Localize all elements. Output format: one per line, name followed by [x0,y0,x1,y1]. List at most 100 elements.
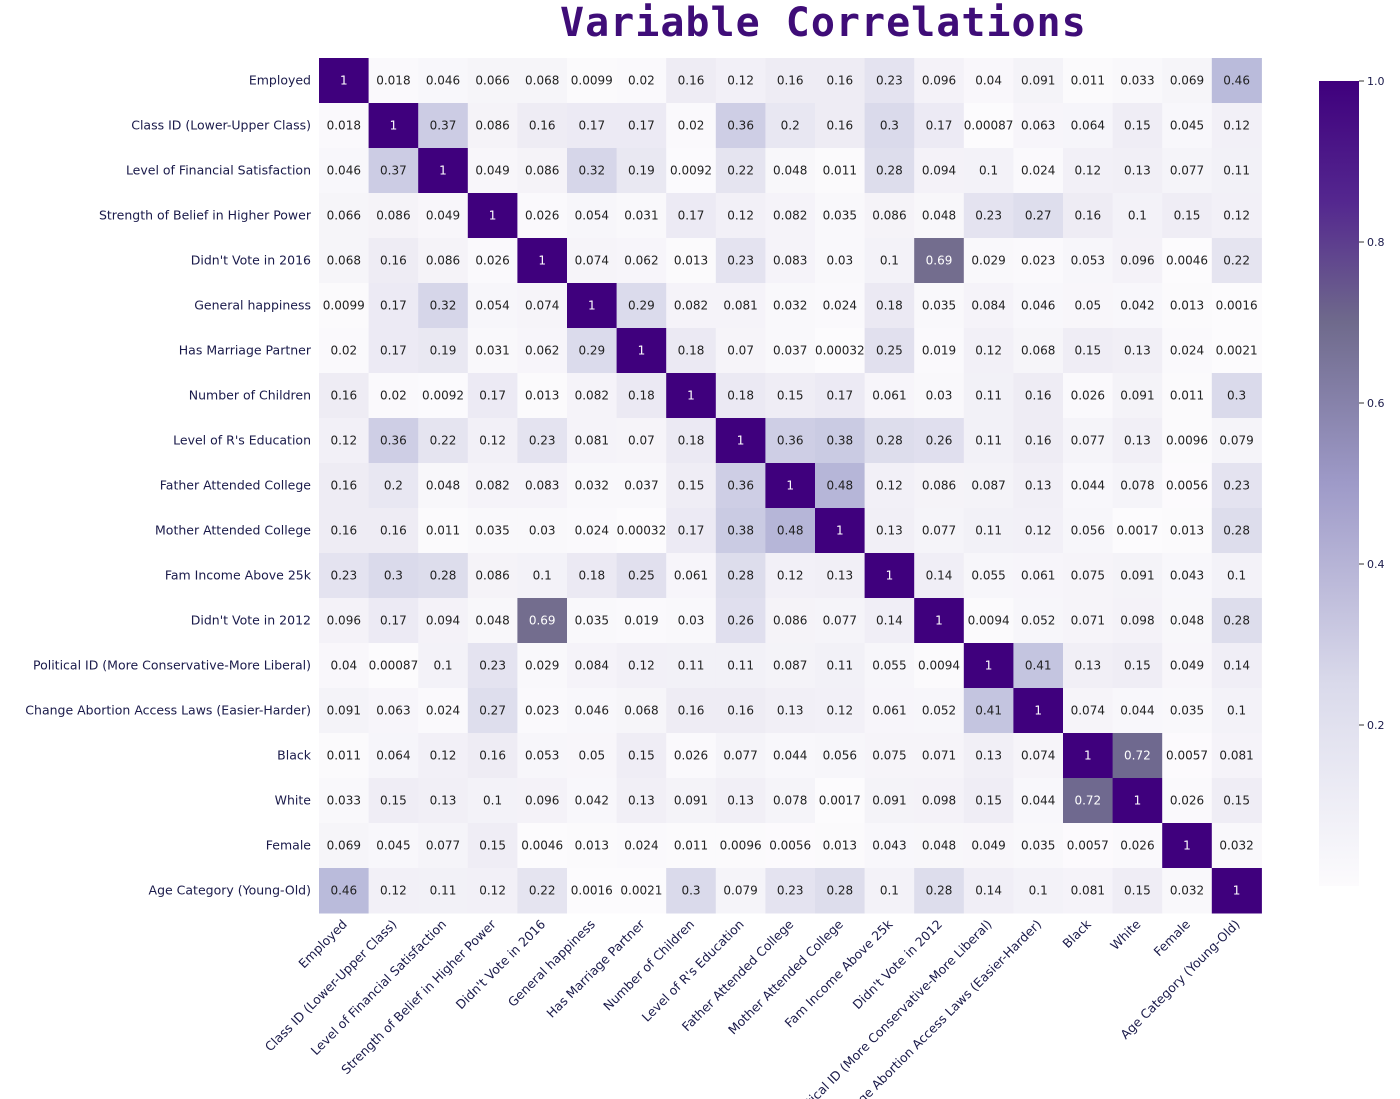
cell-value-label: 0.23 [975,209,1002,223]
cell-value-label: 0.28 [727,569,754,583]
heatmap-cell [368,193,419,239]
heatmap-cell [864,238,915,284]
heatmap-cell [467,238,518,284]
heatmap-cell [1211,58,1262,104]
cell-value-label: 0.061 [872,704,906,718]
cell-value-label: 1 [1183,839,1191,853]
heatmap-cell [1063,598,1114,644]
cell-value-label: 0.069 [1170,74,1204,88]
heatmap-cell [963,103,1014,149]
cell-value-label: 0.086 [773,614,807,628]
heatmap-cell [616,103,667,149]
heatmap-cell [368,103,419,149]
cell-value-label: 0.36 [727,479,754,493]
cell-value-label: 0.25 [628,569,655,583]
heatmap-cell [616,418,667,464]
cell-value-label: 0.15 [777,389,804,403]
cell-value-label: 0.062 [624,254,658,268]
heatmap-cell [368,148,419,194]
chart-title: Variable Correlations [560,0,1087,46]
cell-value-label: 0.046 [327,164,361,178]
cell-value-label: 0.04 [975,74,1002,88]
heatmap-cell [914,418,965,464]
heatmap-cell [368,868,419,914]
heatmap-cell [517,238,568,284]
cell-value-label: 0.091 [1120,569,1154,583]
cell-value-label: 0.03 [529,524,556,538]
y-tick-label: Change Abortion Access Laws (Easier-Hard… [25,703,311,718]
cell-value-label: 0.035 [823,209,857,223]
heatmap-cell [1112,283,1163,329]
cell-value-label: 0.098 [922,794,956,808]
cell-value-label: 1 [1034,704,1042,718]
heatmap-cell [1211,193,1262,239]
cell-value-label: 0.22 [430,434,457,448]
cell-value-label: 1 [1134,794,1142,808]
y-tick-label: Level of Financial Satisfaction [126,163,311,178]
cell-value-label: 0.0099 [323,299,365,313]
cell-value-label: 0.069 [327,839,361,853]
cell-value-label: 0.048 [922,209,956,223]
heatmap-cell [864,868,915,914]
heatmap-cell [666,823,717,869]
cell-value-label: 0.075 [872,749,906,763]
heatmap-cell [715,553,766,599]
y-tick-label: Strength of Belief in Higher Power [99,208,312,223]
cell-value-label: 0.13 [430,794,457,808]
cell-value-label: 0.098 [1120,614,1154,628]
heatmap-cell [864,193,915,239]
heatmap-cell [1013,283,1064,329]
cell-value-label: 0.13 [1025,479,1052,493]
cell-value-label: 0.048 [922,839,956,853]
cell-value-label: 0.13 [777,704,804,718]
y-tick-label: Age Category (Young-Old) [149,883,311,898]
cell-value-label: 0.048 [475,614,509,628]
cell-value-label: 0.042 [1120,299,1154,313]
cell-value-label: 0.046 [426,74,460,88]
cell-value-label: 0.02 [628,74,655,88]
heatmap-cell [864,643,915,689]
cell-value-label: 0.053 [525,749,559,763]
heatmap-cell [1013,418,1064,464]
y-tick-label: Class ID (Lower-Upper Class) [131,118,311,133]
cell-value-label: 0.049 [475,164,509,178]
heatmap-cell [319,598,370,644]
heatmap-cell [467,553,518,599]
cell-value-label: 0.16 [529,119,556,133]
heatmap-cell [616,238,667,284]
cell-value-label: 0.12 [727,74,754,88]
cell-value-label: 0.046 [1021,299,1055,313]
heatmap-cell [467,868,518,914]
cell-value-label: 0.0017 [819,794,861,808]
heatmap-cell [467,328,518,374]
cell-value-label: 0.071 [922,749,956,763]
cell-value-label: 0.48 [777,524,804,538]
cell-value-label: 0.05 [578,749,605,763]
heatmap-cell [666,598,717,644]
heatmap-cell [319,508,370,554]
cell-value-label: 0.72 [1124,749,1151,763]
heatmap-cell [1162,103,1213,149]
heatmap-cell [765,778,816,824]
cell-value-label: 0.13 [826,569,853,583]
cell-value-label: 0.16 [479,749,506,763]
cell-value-label: 0.011 [823,164,857,178]
cell-value-label: 0.00087 [369,659,419,673]
cell-value-label: 0.15 [1124,659,1151,673]
y-tick-label: General happiness [194,298,311,313]
cell-value-label: 0.086 [525,164,559,178]
cell-value-label: 0.18 [578,569,605,583]
heatmap-cell [963,508,1014,554]
cell-value-label: 0.032 [1170,884,1204,898]
cell-value-label: 1 [1233,884,1241,898]
cell-value-label: 0.46 [1223,74,1250,88]
cell-value-label: 0.078 [1120,479,1154,493]
cell-value-label: 0.16 [380,524,407,538]
cell-value-label: 0.0021 [620,884,662,898]
cell-value-label: 0.074 [575,254,609,268]
cell-value-label: 0.15 [1074,344,1101,358]
cell-value-label: 0.1 [880,884,899,898]
heatmap-cell [517,193,568,239]
heatmap-cell [1013,328,1064,374]
heatmap-cell [815,418,866,464]
